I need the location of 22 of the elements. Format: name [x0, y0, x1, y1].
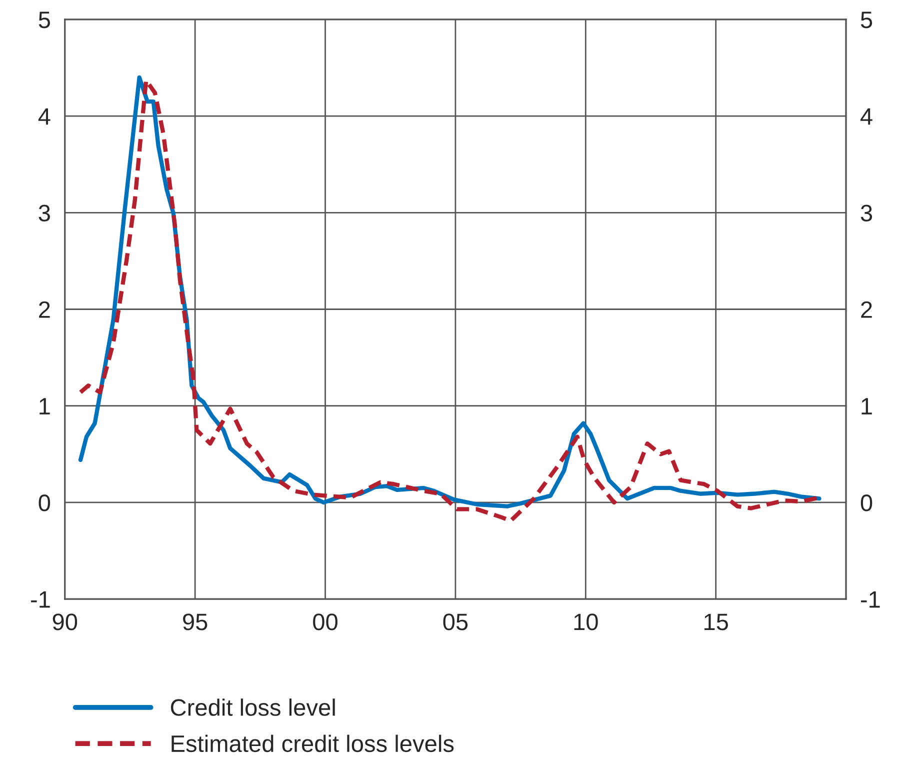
x-tick-label: 15: [704, 614, 728, 630]
y-tick-label: 3: [38, 204, 50, 222]
y-tick-label: 5: [38, 12, 50, 28]
y-tick-label: 0: [38, 494, 50, 512]
y-tick-label: 1: [40, 398, 50, 414]
x-tick-label: 00: [313, 614, 338, 630]
y-tick-label: 4: [38, 108, 50, 125]
x-tick-label: 05: [443, 614, 468, 630]
x-tick-label: 95: [183, 614, 208, 630]
y-tick-label: -1: [31, 591, 50, 608]
y-tick-label: 2: [39, 301, 50, 318]
x-tick-label: 90: [52, 614, 78, 630]
y2-tick-label: 1: [862, 398, 872, 414]
legend-label: Credit loss level: [170, 698, 335, 716]
y2-tick-label: 5: [860, 12, 872, 28]
legend-label: Estimated credit loss levels: [172, 734, 454, 752]
y2-tick-label: 2: [861, 301, 872, 318]
y2-tick-label: 4: [860, 108, 872, 125]
x-tick-label: 10: [574, 614, 598, 630]
y2-tick-label: 0: [860, 494, 872, 512]
y2-tick-label: -1: [860, 591, 880, 608]
y2-tick-label: 3: [860, 204, 872, 222]
